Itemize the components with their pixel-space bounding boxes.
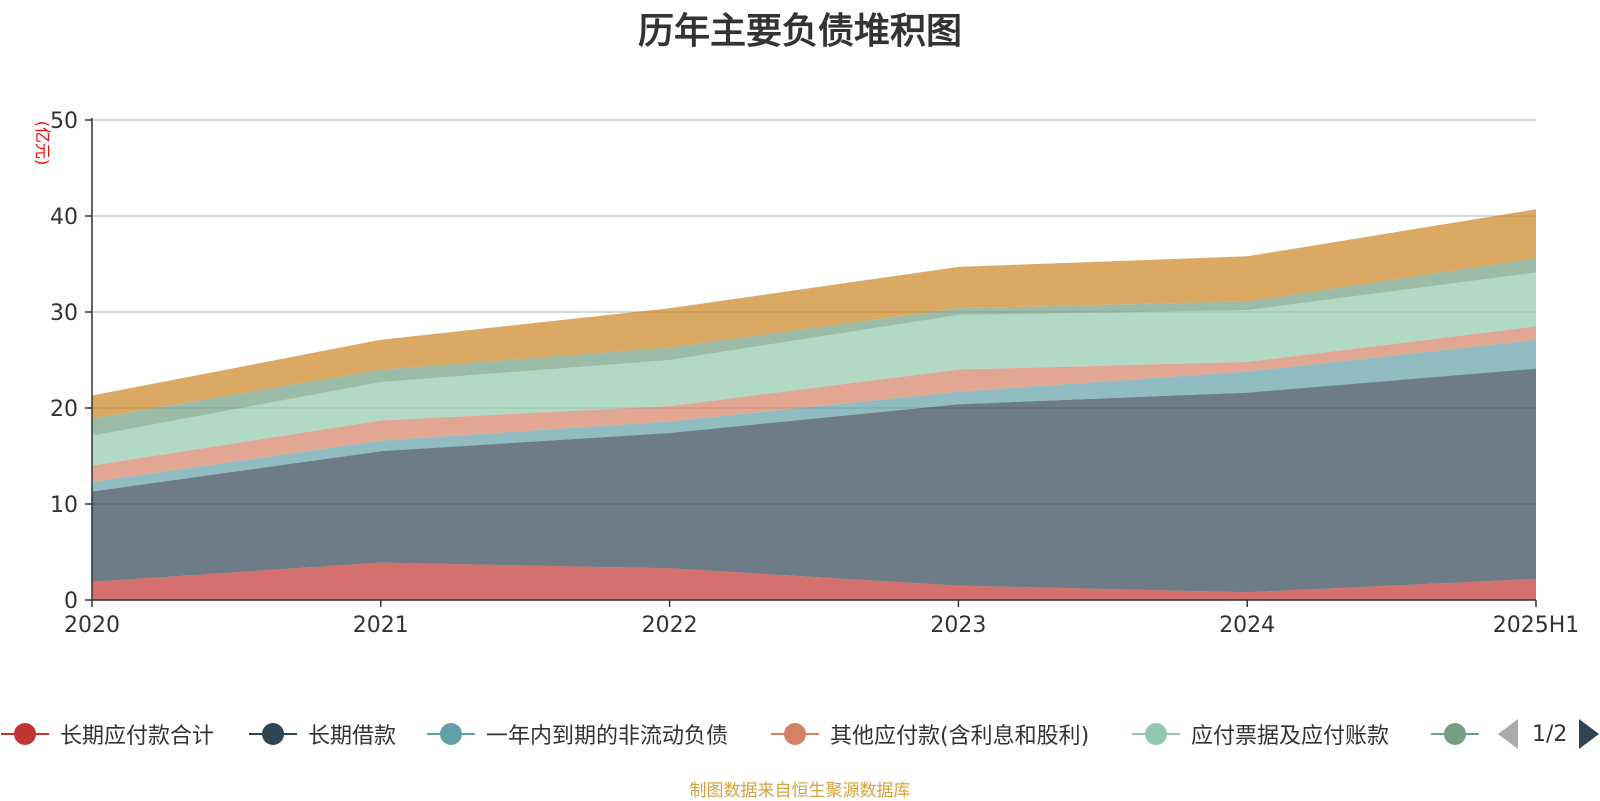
legend-marker-icon bbox=[0, 712, 50, 756]
source-note: 制图数据来自恒生聚源数据库 bbox=[689, 781, 911, 801]
y-tick-label: 40 bbox=[50, 205, 78, 230]
legend-marker-icon bbox=[426, 712, 476, 756]
legend-marker-icon bbox=[1131, 712, 1181, 756]
x-tick-label: 2020 bbox=[64, 613, 120, 638]
legend-label: 长期借款 bbox=[308, 724, 397, 749]
chart-title: 历年主要负债堆积图 bbox=[637, 11, 962, 52]
legend-item[interactable]: 一年内到期的非流动负债 bbox=[426, 712, 728, 756]
legend-pager: 1/2 bbox=[1498, 712, 1600, 756]
legend-marker-icon bbox=[1430, 712, 1480, 756]
area-series-4[interactable] bbox=[92, 326, 1536, 482]
y-tick-label: 20 bbox=[50, 397, 78, 422]
axes: 0 10 20 30 40 50 2020 2021 2022 2023 2024 2025H1 bbox=[50, 109, 1579, 638]
x-tick-label: 2021 bbox=[353, 613, 409, 638]
legend-marker-icon bbox=[770, 712, 820, 756]
x-tick-label: 2023 bbox=[930, 613, 986, 638]
legend-prev-page-icon[interactable] bbox=[1498, 719, 1518, 749]
area-series-7[interactable] bbox=[92, 209, 1536, 419]
legend-label: 一年内到期的非流动负债 bbox=[486, 724, 729, 749]
legend-item[interactable] bbox=[1430, 712, 1480, 756]
legend-item[interactable]: 其他应付款(含利息和股利) bbox=[770, 712, 1089, 756]
legend-page-indicator: 1/2 bbox=[1532, 721, 1568, 747]
x-tick-label: 2025H1 bbox=[1493, 613, 1580, 638]
y-tick-label: 50 bbox=[50, 109, 78, 134]
area-series-5[interactable] bbox=[92, 272, 1536, 466]
y-tick-label: 10 bbox=[50, 493, 78, 518]
legend-item[interactable]: 长期借款 bbox=[248, 712, 396, 756]
legend-next-page-icon[interactable] bbox=[1579, 719, 1600, 749]
legend-marker-icon bbox=[248, 712, 298, 756]
stacked-areas bbox=[92, 209, 1536, 600]
legend: 1/2 长期应付款合计 长期借款 一年内到期的非流动负债 其他应付款(含利息和股利) 应… bbox=[0, 712, 1600, 756]
legend-item[interactable]: 应付票据及应付账款 bbox=[1131, 712, 1389, 756]
legend-label: 应付票据及应付账款 bbox=[1191, 724, 1390, 749]
x-tick-label: 2022 bbox=[642, 613, 698, 638]
y-tick-label: 30 bbox=[50, 301, 78, 326]
x-tick-label: 2024 bbox=[1219, 613, 1275, 638]
legend-label: 其他应付款(含利息和股利) bbox=[830, 724, 1090, 749]
area-series-2[interactable] bbox=[92, 368, 1536, 593]
legend-label: 长期应付款合计 bbox=[60, 724, 215, 749]
legend-item[interactable]: 长期应付款合计 bbox=[0, 712, 214, 756]
y-unit-label: (亿元) bbox=[33, 121, 52, 166]
y-tick-label: 0 bbox=[64, 589, 78, 614]
area-series-1[interactable] bbox=[92, 562, 1536, 600]
area-series-3[interactable] bbox=[92, 339, 1536, 492]
